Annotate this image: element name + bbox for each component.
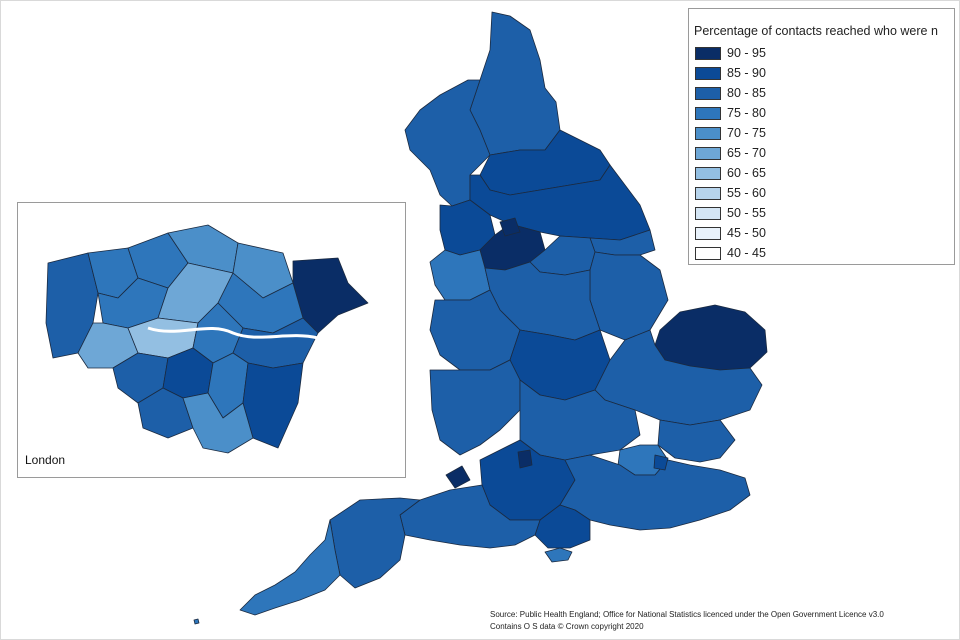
legend-item: 45 - 50 xyxy=(695,223,766,243)
map-region xyxy=(239,519,341,616)
legend-item: 75 - 80 xyxy=(695,103,766,123)
legend-item: 80 - 85 xyxy=(695,83,766,103)
map-region xyxy=(445,465,471,489)
source-line-1: Source: Public Health England; Office fo… xyxy=(490,610,884,619)
source-credit: Source: Public Health England; Office fo… xyxy=(490,609,884,633)
map-region xyxy=(193,618,200,625)
legend-swatch xyxy=(695,66,721,80)
london-inset: London xyxy=(17,202,406,478)
london-borough xyxy=(182,392,254,454)
legend-label: 50 - 55 xyxy=(727,206,766,220)
legend-label: 75 - 80 xyxy=(727,106,766,120)
map-region xyxy=(657,419,736,463)
legend-swatch xyxy=(695,166,721,180)
map-region xyxy=(653,454,669,471)
legend-item: 50 - 55 xyxy=(695,203,766,223)
legend-label: 65 - 70 xyxy=(727,146,766,160)
map-region xyxy=(534,504,591,549)
legend-item: 65 - 70 xyxy=(695,143,766,163)
legend-swatch xyxy=(695,106,721,120)
legend-swatch xyxy=(695,146,721,160)
legend-label: 45 - 50 xyxy=(727,226,766,240)
map-region xyxy=(517,449,533,469)
legend-item: 70 - 75 xyxy=(695,123,766,143)
legend-item: 40 - 45 xyxy=(695,243,766,263)
legend-label: 55 - 60 xyxy=(727,186,766,200)
legend-swatch xyxy=(695,186,721,200)
london-inset-label: London xyxy=(25,453,66,467)
source-line-2: Contains O S data © Crown copyright 2020 xyxy=(490,622,644,631)
legend-swatch xyxy=(695,206,721,220)
legend-label: 60 - 65 xyxy=(727,166,766,180)
legend-item: 55 - 60 xyxy=(695,183,766,203)
map-region xyxy=(429,359,521,456)
legend-item: 60 - 65 xyxy=(695,163,766,183)
london-choropleth-map xyxy=(45,224,369,454)
map-region xyxy=(399,484,541,549)
map-region xyxy=(469,11,561,156)
legend-item: 90 - 95 xyxy=(695,43,766,63)
legend-swatch xyxy=(695,86,721,100)
map-region xyxy=(654,304,768,371)
legend-swatch xyxy=(695,246,721,260)
legend-swatch xyxy=(695,226,721,240)
map-legend: Percentage of contacts reached who were … xyxy=(688,8,955,265)
legend-swatch xyxy=(695,46,721,60)
map-region xyxy=(499,217,521,237)
legend-label: 40 - 45 xyxy=(727,246,766,260)
map-region xyxy=(589,251,669,341)
legend-label: 90 - 95 xyxy=(727,46,766,60)
legend-label: 80 - 85 xyxy=(727,86,766,100)
legend-items: 90 - 95 85 - 90 80 - 85 75 - 80 70 - 75 … xyxy=(695,43,766,263)
thames-river xyxy=(147,326,319,340)
legend-swatch xyxy=(695,126,721,140)
legend-label: 70 - 75 xyxy=(727,126,766,140)
map-region xyxy=(429,249,491,301)
map-region xyxy=(544,547,573,563)
legend-item: 85 - 90 xyxy=(695,63,766,83)
legend-label: 85 - 90 xyxy=(727,66,766,80)
legend-title: Percentage of contacts reached who were … xyxy=(694,24,938,38)
